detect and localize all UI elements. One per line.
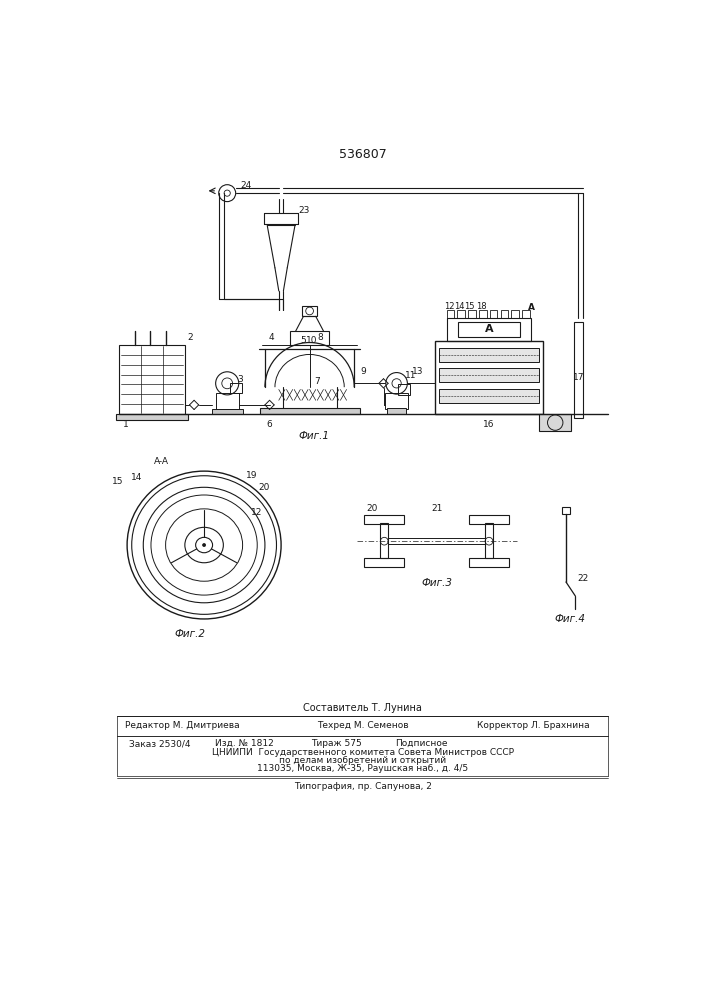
Bar: [469, 558, 509, 567]
Bar: [398, 384, 411, 395]
Text: Подписное: Подписное: [395, 739, 448, 748]
Bar: [119, 345, 185, 414]
Text: 16: 16: [484, 420, 495, 429]
Bar: [380, 523, 388, 558]
Text: Корректор Л. Брахнина: Корректор Л. Брахнина: [477, 721, 589, 730]
Text: Фиг.4: Фиг.4: [554, 614, 585, 624]
Text: Фиг.2: Фиг.2: [175, 629, 206, 639]
Bar: [511, 310, 519, 318]
Text: Редактор М. Дмитриева: Редактор М. Дмитриева: [125, 721, 240, 730]
Text: Фиг.1: Фиг.1: [298, 431, 329, 441]
Bar: [457, 310, 465, 318]
Text: 15: 15: [464, 302, 474, 311]
Text: 3: 3: [238, 375, 243, 384]
Text: 12: 12: [251, 508, 262, 517]
Text: A-A: A-A: [154, 457, 169, 466]
Bar: [469, 515, 509, 524]
Text: Составитель Т. Лунина: Составитель Т. Лунина: [303, 703, 422, 713]
Bar: [439, 389, 539, 403]
Text: A: A: [485, 324, 493, 334]
Text: 8: 8: [317, 333, 323, 342]
Ellipse shape: [185, 527, 223, 563]
Ellipse shape: [196, 537, 213, 553]
Bar: [216, 393, 239, 409]
Bar: [302, 306, 317, 316]
Bar: [291, 331, 329, 345]
Text: 13: 13: [412, 367, 424, 376]
Bar: [573, 322, 583, 418]
Text: 18: 18: [476, 302, 486, 311]
Bar: [501, 310, 508, 318]
Text: 1: 1: [123, 420, 129, 429]
Bar: [485, 523, 493, 558]
Text: 15: 15: [112, 477, 124, 486]
Text: Тираж 575: Тираж 575: [311, 739, 362, 748]
Text: 5: 5: [300, 336, 306, 345]
Text: 17: 17: [573, 373, 585, 382]
Text: 2: 2: [187, 333, 193, 342]
Bar: [447, 318, 532, 341]
Bar: [117, 414, 188, 420]
Text: 24: 24: [240, 181, 251, 190]
Bar: [439, 368, 539, 382]
Bar: [539, 414, 571, 431]
Text: 9: 9: [361, 367, 366, 376]
Bar: [385, 393, 408, 409]
Text: 19: 19: [246, 471, 257, 480]
Text: 21: 21: [431, 504, 443, 513]
Text: 20: 20: [366, 504, 378, 513]
Bar: [259, 408, 360, 414]
Text: 113035, Москва, Ж-35, Раушская наб., д. 4/5: 113035, Москва, Ж-35, Раушская наб., д. …: [257, 764, 468, 773]
Bar: [458, 322, 520, 337]
Text: 23: 23: [298, 206, 310, 215]
Text: Типография, пр. Сапунова, 2: Типография, пр. Сапунова, 2: [294, 782, 432, 791]
Text: 536807: 536807: [339, 148, 387, 161]
Bar: [435, 341, 543, 414]
Text: 14: 14: [131, 473, 142, 482]
Bar: [387, 408, 406, 414]
Bar: [468, 310, 476, 318]
Text: 22: 22: [578, 574, 588, 583]
Circle shape: [203, 543, 206, 547]
Bar: [212, 409, 243, 414]
Bar: [364, 558, 404, 567]
Bar: [439, 348, 539, 362]
Bar: [230, 383, 242, 393]
Text: 6: 6: [267, 420, 272, 429]
Text: Фиг.3: Фиг.3: [421, 578, 452, 588]
Bar: [479, 310, 486, 318]
Text: Изд. № 1812: Изд. № 1812: [215, 739, 274, 748]
Text: 10: 10: [306, 336, 317, 345]
Bar: [364, 515, 404, 524]
Text: Заказ 2530/4: Заказ 2530/4: [129, 739, 190, 748]
Text: 4: 4: [268, 333, 274, 342]
Text: 14: 14: [455, 302, 465, 311]
Text: 11: 11: [404, 371, 416, 380]
Bar: [490, 310, 498, 318]
Text: 12: 12: [444, 302, 454, 311]
Bar: [447, 310, 455, 318]
Text: Техред М. Семенов: Техред М. Семенов: [317, 721, 409, 730]
Bar: [562, 507, 570, 514]
Text: 20: 20: [259, 483, 270, 492]
Text: ЦНИИПИ  Государственного комитета Совета Министров СССР: ЦНИИПИ Государственного комитета Совета …: [211, 748, 514, 757]
Text: по делам изобретений и открытий: по делам изобретений и открытий: [279, 756, 446, 765]
Bar: [388, 538, 485, 544]
Bar: [522, 310, 530, 318]
Text: A: A: [528, 303, 535, 312]
Text: 7: 7: [315, 377, 320, 386]
